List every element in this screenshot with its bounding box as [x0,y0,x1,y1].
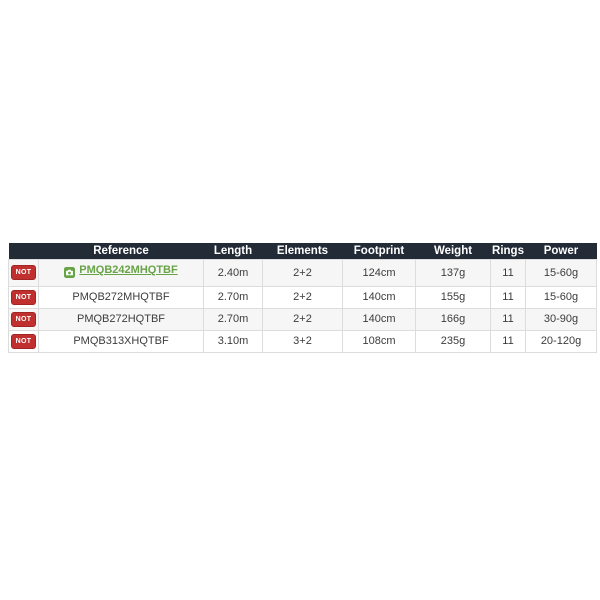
header-reference: Reference [38,243,204,260]
table-row: NOT PMQB313XHQTBF 3.10m 3+2 108cm 235g 1… [8,330,597,353]
header-weight: Weight [415,243,491,260]
weight-cell: 235g [415,330,491,353]
badge-cell: NOT [8,330,39,353]
elements-cell: 2+2 [262,259,343,287]
table-row: NOT PMQB272MHQTBF 2.70m 2+2 140cm 155g 1… [8,286,597,309]
footprint-cell: 124cm [342,259,416,287]
power-cell: 30-90g [525,308,597,331]
reference-link-label: PMQB242MHQTBF [79,264,178,276]
reference-cell: PMQB242MHQTBF [38,259,204,287]
footprint-cell: 140cm [342,308,416,331]
not-badge: NOT [10,265,37,281]
reference-label: PMQB272MHQTBF [72,291,170,303]
length-cell: 2.70m [203,308,263,331]
table-header: Reference Length Elements Footprint Weig… [8,243,597,260]
camera-icon [64,265,76,278]
table-body: NOT PMQB242MHQTBF 2.40m [8,259,597,353]
elements-cell: 3+2 [262,330,343,353]
table-row: NOT PMQB272HQTBF 2.70m 2+2 140cm 166g 11… [8,308,597,331]
reference-cell: PMQB313XHQTBF [38,330,204,353]
header-elements: Elements [262,243,343,260]
power-cell: 15-60g [525,259,597,287]
weight-cell: 166g [415,308,491,331]
elements-cell: 2+2 [262,308,343,331]
power-cell: 20-120g [525,330,597,353]
length-cell: 2.40m [203,259,263,287]
header-footprint: Footprint [342,243,416,260]
not-badge: NOT [10,333,37,349]
rings-cell: 11 [490,330,526,353]
reference-label: PMQB313XHQTBF [73,335,169,347]
rings-cell: 11 [490,259,526,287]
length-cell: 2.70m [203,286,263,309]
header-row: Reference Length Elements Footprint Weig… [8,243,597,260]
elements-cell: 2+2 [262,286,343,309]
header-power: Power [525,243,597,260]
header-badge-column [8,243,39,260]
reference-label: PMQB272HQTBF [76,313,166,325]
rings-cell: 11 [490,308,526,331]
product-variants-table-container: Reference Length Elements Footprint Weig… [8,243,597,353]
length-cell: 3.10m [203,330,263,353]
footprint-cell: 108cm [342,330,416,353]
weight-cell: 155g [415,286,491,309]
reference-link[interactable]: PMQB242MHQTBF [64,261,178,282]
badge-cell: NOT [8,259,39,287]
reference-cell: PMQB272HQTBF [38,308,204,331]
header-rings: Rings [490,243,526,260]
table-row: NOT PMQB242MHQTBF 2.40m [8,259,597,287]
reference-cell: PMQB272MHQTBF [38,286,204,309]
power-cell: 15-60g [525,286,597,309]
not-badge: NOT [10,311,37,327]
badge-cell: NOT [8,286,39,309]
not-badge: NOT [10,289,37,305]
footprint-cell: 140cm [342,286,416,309]
product-variants-table: Reference Length Elements Footprint Weig… [8,243,597,353]
rings-cell: 11 [490,286,526,309]
badge-cell: NOT [8,308,39,331]
weight-cell: 137g [415,259,491,287]
header-length: Length [203,243,263,260]
